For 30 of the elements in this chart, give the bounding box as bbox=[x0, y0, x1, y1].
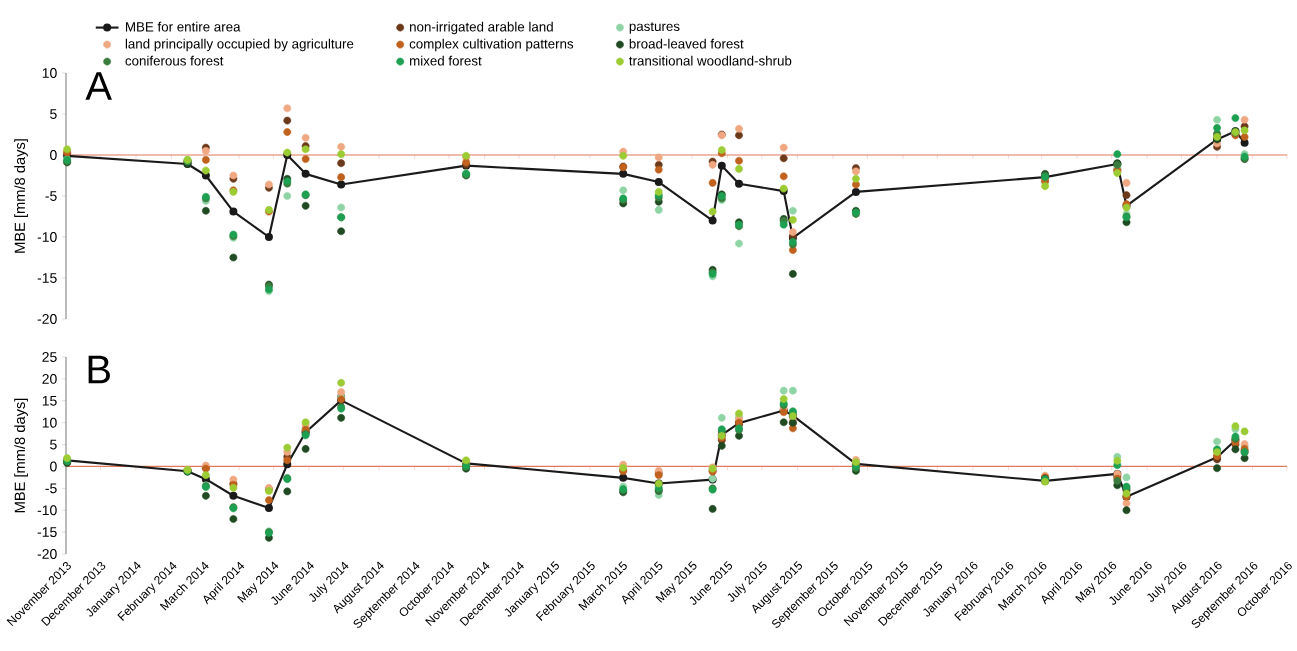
legend-label: complex cultivation patterns bbox=[409, 38, 574, 52]
y-axis-title: MBE [mm/8 days] bbox=[14, 139, 28, 253]
legend-label: mixed forest bbox=[410, 55, 482, 66]
chart-title: A bbox=[85, 72, 112, 100]
legend-label: transitional woodland-shrub bbox=[629, 55, 792, 66]
legend-label: non-irrigated arable land bbox=[410, 21, 553, 35]
legend-label: coniferous forest bbox=[125, 55, 224, 66]
y-tick-label: -5 bbox=[45, 191, 57, 201]
y-tick-label: -10 bbox=[37, 232, 57, 242]
y-tick-label: -15 bbox=[37, 527, 57, 538]
y-tick-label: 5 bbox=[50, 439, 57, 450]
y-tick-label: 25 bbox=[42, 352, 57, 362]
y-tick-label: 15 bbox=[42, 395, 57, 406]
legend-label: pastures bbox=[629, 22, 680, 34]
y-tick-label: 0 bbox=[50, 461, 57, 472]
legend-label: broad-leaved forest bbox=[629, 38, 744, 49]
y-tick-label: 20 bbox=[42, 373, 57, 384]
y-tick-label: -5 bbox=[45, 483, 57, 494]
y-tick-label: -20 bbox=[37, 314, 57, 324]
y-tick-label: 0 bbox=[50, 150, 57, 160]
legend-label: land principally occupied by agriculture bbox=[125, 38, 354, 52]
y-tick-label: 5 bbox=[50, 109, 57, 119]
legend-label: MBE for entire area bbox=[126, 21, 241, 32]
y-tick-label: 10 bbox=[42, 417, 57, 428]
y-tick-label: -10 bbox=[37, 505, 57, 516]
y-tick-label: 10 bbox=[42, 68, 57, 78]
chart-title: B bbox=[88, 355, 110, 384]
y-tick-label: -15 bbox=[37, 273, 57, 283]
y-axis-title: MBE [mm/8 days] bbox=[14, 398, 28, 513]
y-tick-label: -20 bbox=[37, 549, 57, 559]
